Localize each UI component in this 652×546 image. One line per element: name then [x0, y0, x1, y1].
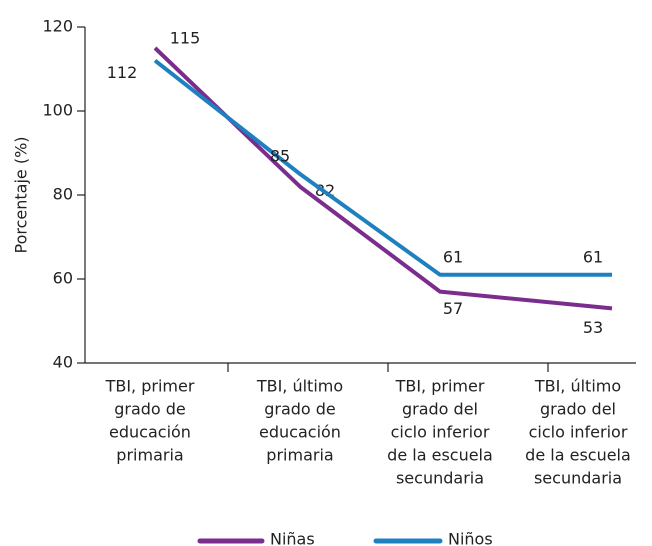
x-tick-label: primaria — [116, 446, 183, 465]
x-tick-label: primaria — [266, 446, 333, 465]
x-tick-label: TBI, primer — [395, 377, 485, 396]
y-tick-label: 40 — [53, 353, 73, 372]
data-label: 85 — [270, 147, 290, 166]
x-tick-label: TBI, primer — [105, 377, 195, 396]
y-tick-label: 120 — [42, 17, 73, 36]
x-tick-label: TBI, último — [256, 377, 343, 396]
y-axis-label: Porcentaje (%) — [12, 136, 31, 253]
x-tick-label: TBI, último — [534, 377, 621, 396]
data-label: 61 — [583, 247, 603, 266]
y-tick-label: 60 — [53, 269, 73, 288]
data-label: 57 — [443, 299, 463, 318]
legend-label: Niños — [448, 530, 493, 546]
data-label: 53 — [583, 318, 603, 337]
x-tick-label: grado del — [540, 400, 616, 419]
x-tick-label: educación — [259, 423, 341, 442]
x-tick-label: grado del — [402, 400, 478, 419]
x-tick-label: de la escuela — [387, 446, 493, 465]
y-tick-label: 80 — [53, 185, 73, 204]
x-tick-label: secundaria — [534, 469, 622, 488]
data-label: 115 — [170, 29, 201, 48]
x-tick-label: grado de — [264, 400, 336, 419]
y-tick-label: 100 — [42, 101, 73, 120]
line-series — [153, 59, 612, 277]
x-tick-label: de la escuela — [525, 446, 631, 465]
x-tick-label: secundaria — [396, 469, 484, 488]
x-tick-label: ciclo inferior — [391, 423, 490, 442]
legend-label: Niñas — [270, 530, 315, 546]
x-tick-label: ciclo inferior — [529, 423, 628, 442]
data-label: 112 — [107, 63, 138, 82]
x-tick-label: educación — [109, 423, 191, 442]
line-series — [153, 46, 613, 311]
data-label: 61 — [443, 247, 463, 266]
x-tick-label: grado de — [114, 400, 186, 419]
